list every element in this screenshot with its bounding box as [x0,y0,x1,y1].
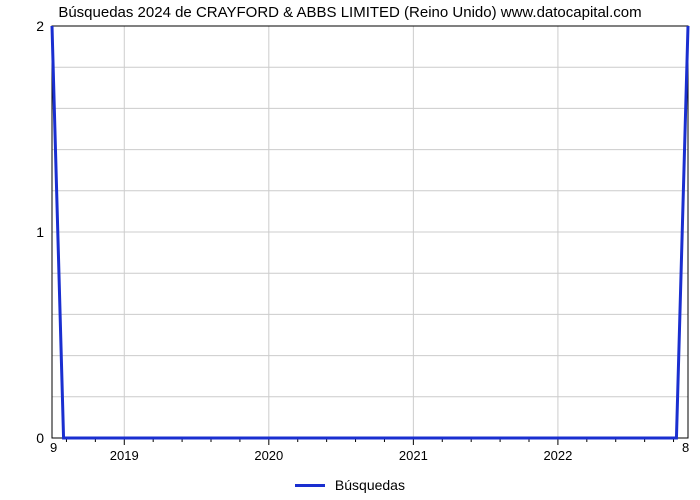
legend-label: Búsquedas [335,477,405,493]
y-tick-label: 2 [36,18,44,34]
y-tick-label: 1 [36,224,44,240]
x-tick-label: 2019 [110,448,139,463]
series-start-value: 9 [50,440,57,455]
series-end-value: 8 [682,440,689,455]
x-tick-label: 2022 [543,448,572,463]
chart-plot-svg [0,0,700,500]
chart-container: Búsquedas 2024 de CRAYFORD & ABBS LIMITE… [0,0,700,500]
chart-legend: Búsquedas [0,476,700,493]
x-tick-label: 2020 [254,448,283,463]
y-tick-label: 0 [36,430,44,446]
x-tick-label: 2021 [399,448,428,463]
legend-swatch [295,484,325,487]
